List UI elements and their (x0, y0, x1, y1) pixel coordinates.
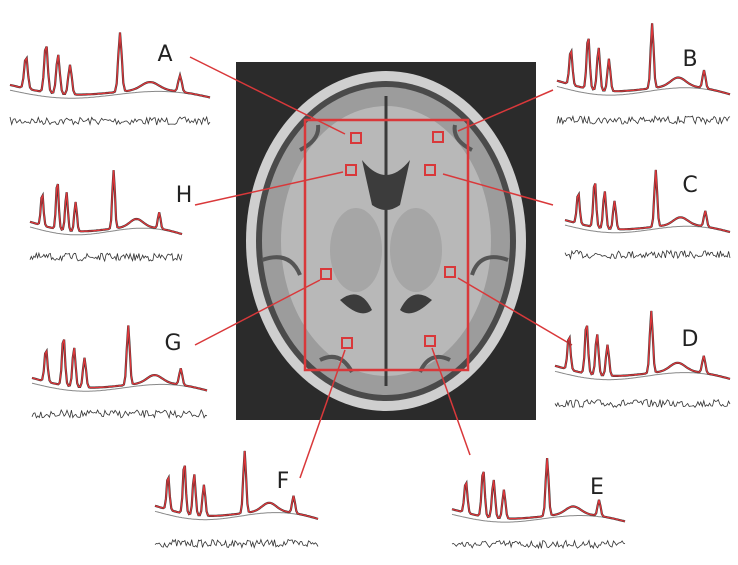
thalamus-right (390, 208, 442, 292)
spectrum-fit (557, 23, 730, 94)
spectrum-data (155, 451, 318, 519)
spectrum-residual (555, 400, 730, 408)
spectrum-fit (565, 170, 730, 232)
region-label: A (157, 42, 172, 67)
spectrum-residual (557, 116, 730, 124)
spectrum-data (10, 32, 210, 97)
spectrum-fit (10, 32, 210, 97)
region-label: H (176, 183, 193, 208)
spectrum-residual (30, 253, 182, 261)
spectrum-fit (30, 170, 182, 234)
region-label: D (682, 327, 699, 352)
region-label: E (590, 475, 604, 500)
spectrum-data (557, 23, 730, 94)
brain-slice (246, 71, 526, 411)
region-label: C (682, 173, 697, 198)
region-label: G (164, 331, 181, 356)
spectrum-residual (10, 117, 210, 125)
spectrum-data (565, 170, 730, 232)
spectrum-residual (32, 410, 207, 418)
spectrum-data (555, 311, 730, 379)
spectrum-residual (155, 540, 318, 548)
spectrum-residual (565, 251, 730, 259)
thalamus-left (330, 208, 382, 292)
spectrum-fit (155, 451, 318, 519)
spectrum-data (30, 170, 182, 234)
figure: A B C D E F G H (0, 0, 738, 565)
region-label: B (682, 47, 697, 72)
spectrum-residual (452, 541, 625, 549)
region-label: F (277, 469, 290, 494)
spectrum-fit (555, 311, 730, 379)
